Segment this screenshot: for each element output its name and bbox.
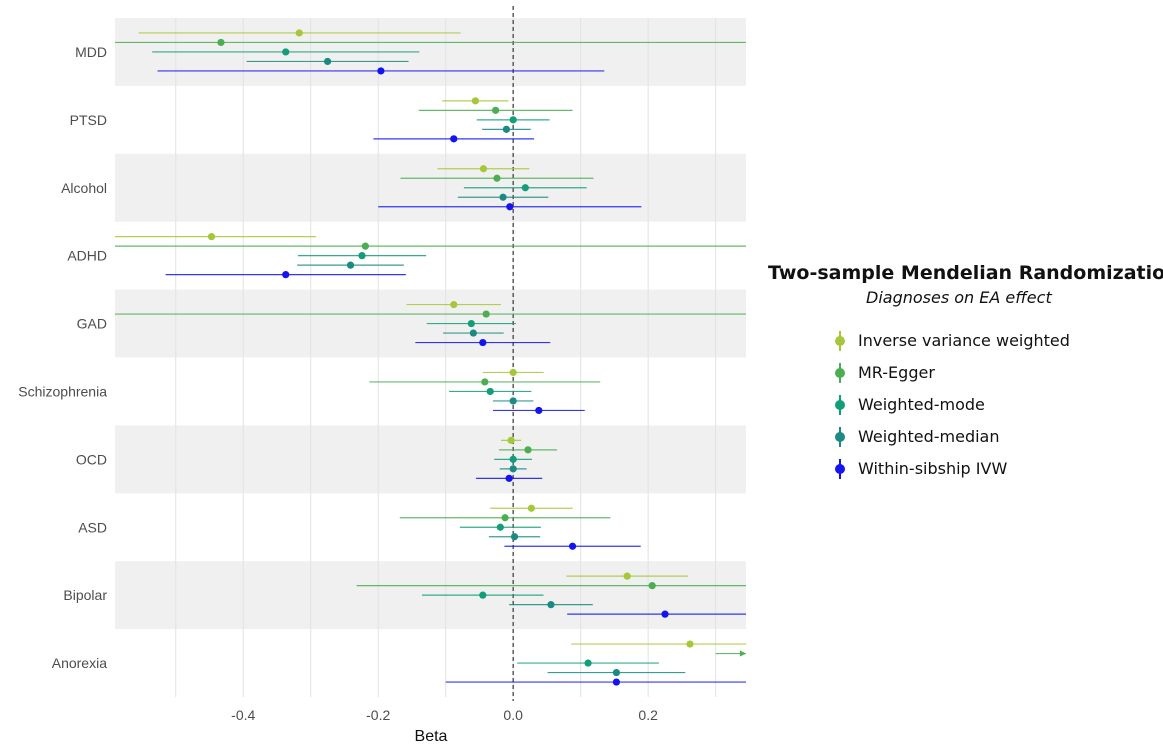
legend-item-weighted-mode: Weighted-mode <box>834 389 1163 421</box>
legend-key-dot <box>835 368 845 378</box>
point-estimate <box>450 135 458 143</box>
legend-subtitle: Diagnoses on EA effect <box>866 288 1052 307</box>
point-estimate <box>502 125 511 133</box>
legend-item-mr-egger: MR-Egger <box>834 357 1163 389</box>
legend-key-dot <box>835 464 845 474</box>
y-tick-label: Bipolar <box>63 587 107 603</box>
point-estimate <box>661 610 669 618</box>
point-estimate <box>346 261 355 269</box>
point-estimate <box>510 533 519 541</box>
point-estimate <box>467 319 475 328</box>
legend-key-ivw <box>834 325 846 357</box>
legend-title: Two-sample Mendelian Randomization <box>768 262 1163 284</box>
x-axis-tick-labels: -0.4 -0.2 0.0 0.2 <box>231 707 658 723</box>
out-of-range-arrow <box>740 650 746 657</box>
point-estimate <box>509 397 517 405</box>
point-estimate <box>612 668 621 677</box>
legend-key-dot <box>835 432 845 442</box>
point-estimate <box>527 504 535 512</box>
legend-label-mr-egger: MR-Egger <box>858 363 935 382</box>
point-estimate <box>217 38 225 47</box>
point-estimate <box>584 659 592 667</box>
point-estimate <box>282 271 290 279</box>
point-estimate <box>482 310 490 318</box>
legend-key-mr-egger <box>834 357 846 389</box>
point-estimate <box>524 446 532 454</box>
x-tick-label: -0.2 <box>366 707 390 723</box>
point-estimate <box>547 601 555 609</box>
point-estimate <box>486 387 494 396</box>
point-estimate <box>469 329 477 337</box>
legend-key-within-sibship-ivw <box>834 453 846 485</box>
legend-items: Inverse variance weighted MR-Egger Weigh… <box>834 325 1163 485</box>
point-estimate <box>323 57 332 66</box>
legend-item-ivw: Inverse variance weighted <box>834 325 1163 357</box>
y-tick-label: Schizophrenia <box>18 383 107 399</box>
point-estimate <box>509 465 517 473</box>
legend-key-dot <box>835 336 845 346</box>
legend-label-weighted-median: Weighted-median <box>858 427 1000 446</box>
point-estimate <box>501 514 509 522</box>
point-estimate <box>361 242 369 250</box>
point-estimate <box>568 542 577 550</box>
y-tick-label: Anorexia <box>52 655 107 671</box>
grid-lines <box>175 18 717 697</box>
y-axis-labels: MDD PTSD Alcohol ADHD GAD Schizophrenia OCD ASD… <box>18 44 107 671</box>
row-band <box>115 153 746 222</box>
point-estimate <box>377 67 385 75</box>
point-estimate <box>648 582 656 590</box>
point-estimate <box>623 572 631 580</box>
y-tick-label: GAD <box>77 316 107 332</box>
legend-key-weighted-mode <box>834 389 846 421</box>
y-tick-label: OCD <box>76 451 107 467</box>
legend-label-weighted-mode: Weighted-mode <box>858 395 985 414</box>
point-estimate <box>295 29 303 37</box>
point-estimate <box>282 48 290 56</box>
legend-label-ivw: Inverse variance weighted <box>858 331 1070 350</box>
y-tick-label: PTSD <box>70 112 107 128</box>
point-estimate <box>471 97 479 105</box>
legend-item-weighted-median: Weighted-median <box>834 421 1163 453</box>
point-estimate <box>479 591 487 599</box>
legend-item-within-sibship-ivw: Within-sibship IVW <box>834 453 1163 485</box>
legend-label-within-sibship-ivw: Within-sibship IVW <box>858 459 1008 478</box>
x-axis-title: Beta <box>415 728 448 745</box>
x-tick-label: -0.4 <box>231 707 255 723</box>
row-band <box>115 425 746 494</box>
point-estimate <box>686 640 694 648</box>
point-estimate <box>509 368 517 377</box>
y-tick-label: ADHD <box>67 248 107 264</box>
point-estimate <box>535 406 543 415</box>
x-tick-label: 0.0 <box>503 707 523 723</box>
point-estimate <box>358 252 366 260</box>
point-estimate <box>507 436 515 444</box>
point-estimate <box>505 474 513 482</box>
point-estimate <box>479 338 487 347</box>
point-estimate <box>493 174 501 182</box>
x-tick-label: 0.2 <box>638 707 658 723</box>
point-estimate <box>509 455 517 463</box>
point-estimate <box>450 300 458 309</box>
point-estimate <box>492 106 500 114</box>
point-estimate <box>509 116 517 124</box>
point-estimate <box>496 523 504 531</box>
point-estimate <box>521 184 529 192</box>
point-estimate <box>479 165 488 173</box>
marks <box>115 29 746 686</box>
y-tick-label: Alcohol <box>61 180 107 196</box>
y-tick-label: MDD <box>75 44 107 60</box>
point-estimate <box>207 233 216 241</box>
legend-key-weighted-median <box>834 421 846 453</box>
point-estimate <box>506 203 514 211</box>
legend: Two-sample Mendelian Randomization Diagn… <box>768 262 1163 485</box>
point-estimate <box>481 378 489 386</box>
point-estimate <box>612 678 621 686</box>
legend-key-dot <box>835 400 845 410</box>
y-tick-label: ASD <box>78 519 107 535</box>
point-estimate <box>499 193 507 201</box>
